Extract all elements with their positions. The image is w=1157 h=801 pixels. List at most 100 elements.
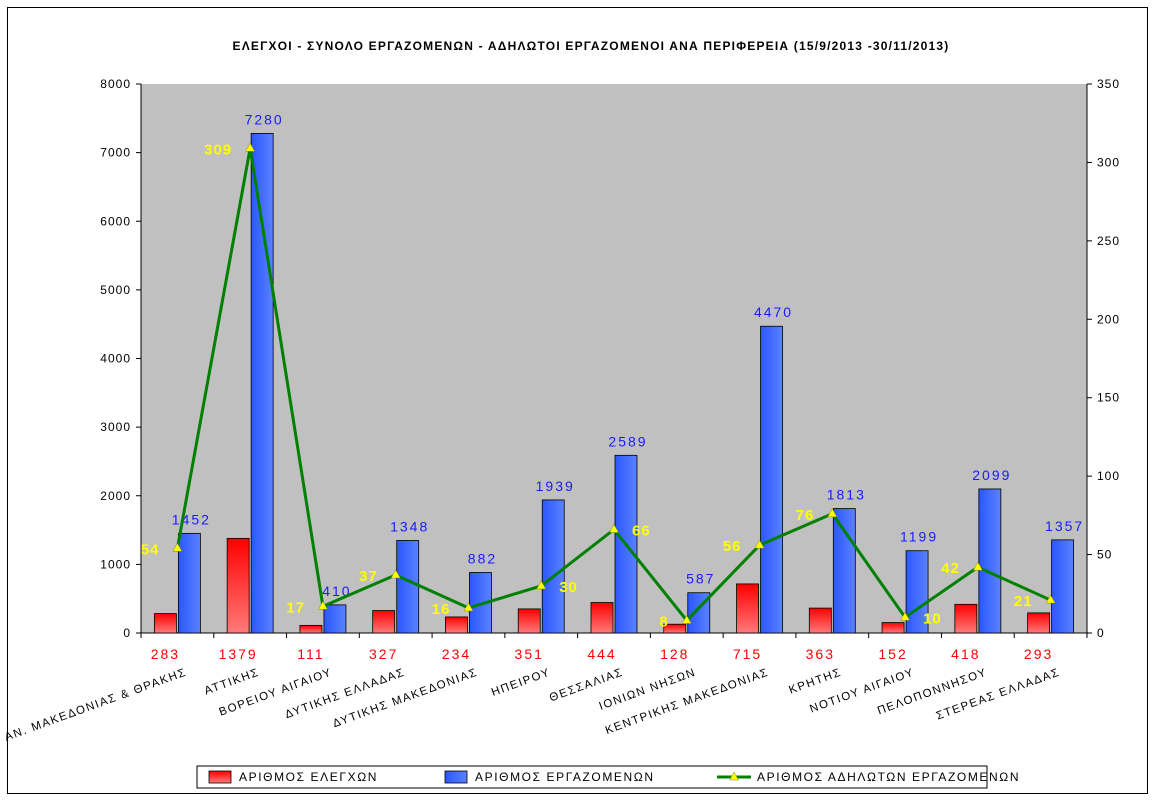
- legend-label: ΑΡΙΘΜΟΣ ΕΡΓΑΖΟΜΕΝΩΝ: [475, 770, 655, 784]
- data-label-adilotoi: 30: [559, 579, 578, 596]
- data-label-elegxoi: 111: [297, 646, 324, 662]
- legend-box: [196, 765, 988, 789]
- data-label-elegxoi: 128: [660, 646, 689, 662]
- data-label-elegxoi: 444: [587, 646, 616, 662]
- data-label-adilotoi: 10: [923, 610, 942, 627]
- bar-ergazomenoi: [177, 532, 201, 634]
- line-marker-adilotoi: [900, 611, 911, 621]
- data-label-ergazomenoi: 882: [468, 550, 497, 566]
- bar-ergazomenoi: [396, 540, 420, 634]
- data-label-ergazomenoi: 1939: [536, 478, 575, 494]
- data-label-ergazomenoi: 2099: [972, 467, 1011, 483]
- data-label-elegxoi: 327: [369, 646, 398, 662]
- legend-swatch-marker: [729, 771, 739, 781]
- line-marker-adilotoi: [536, 580, 547, 590]
- data-label-adilotoi: 76: [796, 507, 815, 524]
- data-label-adilotoi: 17: [286, 599, 305, 616]
- data-label-elegxoi: 363: [806, 646, 835, 662]
- legend-label: ΑΡΙΘΜΟΣ ΑΔΗΛΩΤΩΝ ΕΡΓΑΖΟΜΕΝΩΝ: [757, 770, 1020, 784]
- x-category-label: ΑΤΤΙΚΗΣ: [203, 667, 261, 698]
- data-label-ergazomenoi: 4470: [754, 304, 793, 320]
- data-label-adilotoi: 56: [723, 538, 742, 555]
- data-label-adilotoi: 21: [1014, 593, 1033, 610]
- x-category-label: ΑΝ. ΜΑΚΕΔΟΝΙΑΣ & ΘΡΑΚΗΣ: [3, 667, 188, 744]
- y-right-tick-label: 250: [1097, 234, 1120, 248]
- bar-ergazomenoi: [832, 508, 856, 634]
- bar-elegxoi: [153, 613, 177, 634]
- line-marker-adilotoi: [681, 614, 692, 624]
- data-label-ergazomenoi: 1199: [900, 529, 938, 545]
- bar-elegxoi: [736, 583, 759, 634]
- y-left-tick-label: 6000: [100, 214, 131, 228]
- data-label-adilotoi: 309: [204, 141, 232, 158]
- legend-swatch: [208, 770, 232, 784]
- line-marker-adilotoi: [317, 600, 328, 610]
- line-marker-adilotoi: [1045, 594, 1056, 604]
- bar-elegxoi: [299, 624, 323, 634]
- data-label-ergazomenoi: 410: [322, 583, 351, 599]
- data-label-ergazomenoi: 587: [686, 571, 715, 587]
- data-label-elegxoi: 283: [151, 646, 180, 662]
- line-marker-adilotoi: [972, 561, 983, 571]
- legend-label: ΑΡΙΘΜΟΣ ΕΛΕΓΧΩΝ: [239, 770, 378, 784]
- y-right-tick-label: 100: [1097, 469, 1120, 483]
- data-label-adilotoi: 66: [632, 522, 651, 539]
- data-label-adilotoi: 8: [659, 613, 668, 630]
- y-right-tick-label: 50: [1097, 548, 1112, 562]
- bar-elegxoi: [808, 607, 832, 634]
- y-left-tick-label: 1000: [100, 557, 131, 571]
- y-left-tick-label: 8000: [100, 77, 131, 91]
- bar-elegxoi: [881, 622, 905, 634]
- bar-elegxoi: [372, 610, 396, 634]
- y-left-tick-label: 0: [123, 626, 131, 640]
- legend: ΑΡΙΘΜΟΣ ΕΛΕΓΧΩΝ ΑΡΙΘΜΟΣ ΕΡΓΑΖΟΜΕΝΩΝ ΑΡΙΘΜΟ…: [196, 765, 1020, 789]
- y-left-tick-label: 7000: [100, 146, 131, 160]
- y-right-tick-label: 300: [1097, 155, 1120, 169]
- data-label-elegxoi: 715: [733, 646, 762, 662]
- data-label-elegxoi: 234: [442, 646, 471, 662]
- y-left-tick-label: 2000: [100, 489, 131, 503]
- bar-elegxoi: [590, 602, 614, 634]
- data-label-elegxoi: 351: [515, 646, 544, 662]
- data-label-adilotoi: 16: [432, 601, 451, 618]
- data-label-ergazomenoi: 7280: [245, 111, 284, 127]
- data-label-ergazomenoi: 1357: [1045, 518, 1084, 534]
- line-marker-adilotoi: [609, 523, 619, 533]
- legend-swatch: [444, 770, 468, 784]
- line-marker-adilotoi: [754, 539, 765, 549]
- bar-ergazomenoi: [250, 133, 274, 634]
- data-label-ergazomenoi: 2589: [608, 433, 647, 449]
- line-marker-adilotoi: [463, 602, 474, 612]
- data-label-ergazomenoi: 1813: [827, 487, 866, 503]
- bar-ergazomenoi: [978, 488, 1002, 634]
- y-left-tick-label: 5000: [100, 283, 131, 297]
- y-right-tick-label: 150: [1097, 391, 1120, 405]
- y-left-tick-label: 4000: [100, 352, 131, 366]
- x-category-label: ΣΤΕΡΕΑΣ ΕΛΛΑΔΑΣ: [935, 667, 1062, 723]
- y-left-tick-label: 3000: [100, 420, 131, 434]
- bar-elegxoi: [445, 616, 468, 634]
- x-category-label: ΚΡΗΤΗΣ: [787, 667, 843, 697]
- data-label-adilotoi: 42: [941, 560, 960, 577]
- line-marker-adilotoi: [172, 542, 183, 552]
- line-marker-adilotoi: [245, 142, 256, 152]
- bar-ergazomenoi: [323, 604, 347, 634]
- data-label-ergazomenoi: 1452: [172, 511, 211, 527]
- data-label-elegxoi: 418: [951, 646, 980, 662]
- y-right-tick-label: 200: [1097, 312, 1120, 326]
- data-label-elegxoi: 152: [878, 646, 907, 662]
- bar-ergazomenoi: [1051, 539, 1075, 634]
- data-label-adilotoi: 54: [141, 541, 160, 558]
- data-label-elegxoi: 293: [1024, 646, 1053, 662]
- line-marker-adilotoi: [390, 569, 401, 579]
- y-right-tick-label: 0: [1097, 626, 1105, 640]
- data-label-adilotoi: 37: [359, 568, 378, 585]
- bar-elegxoi: [663, 623, 687, 634]
- x-category-label: ΗΠΕΙΡΟΥ: [490, 667, 552, 699]
- bar-ergazomenoi: [760, 325, 783, 634]
- bar-ergazomenoi: [541, 499, 565, 634]
- bar-elegxoi: [1027, 612, 1051, 634]
- bar-elegxoi: [954, 603, 978, 634]
- chart-title: ΕΛΕΓΧΟΙ - ΣΥΝΟΛΟ ΕΡΓΑΖΟΜΕΝΩΝ - ΑΔΗΛΩΤΟΙ …: [232, 39, 949, 53]
